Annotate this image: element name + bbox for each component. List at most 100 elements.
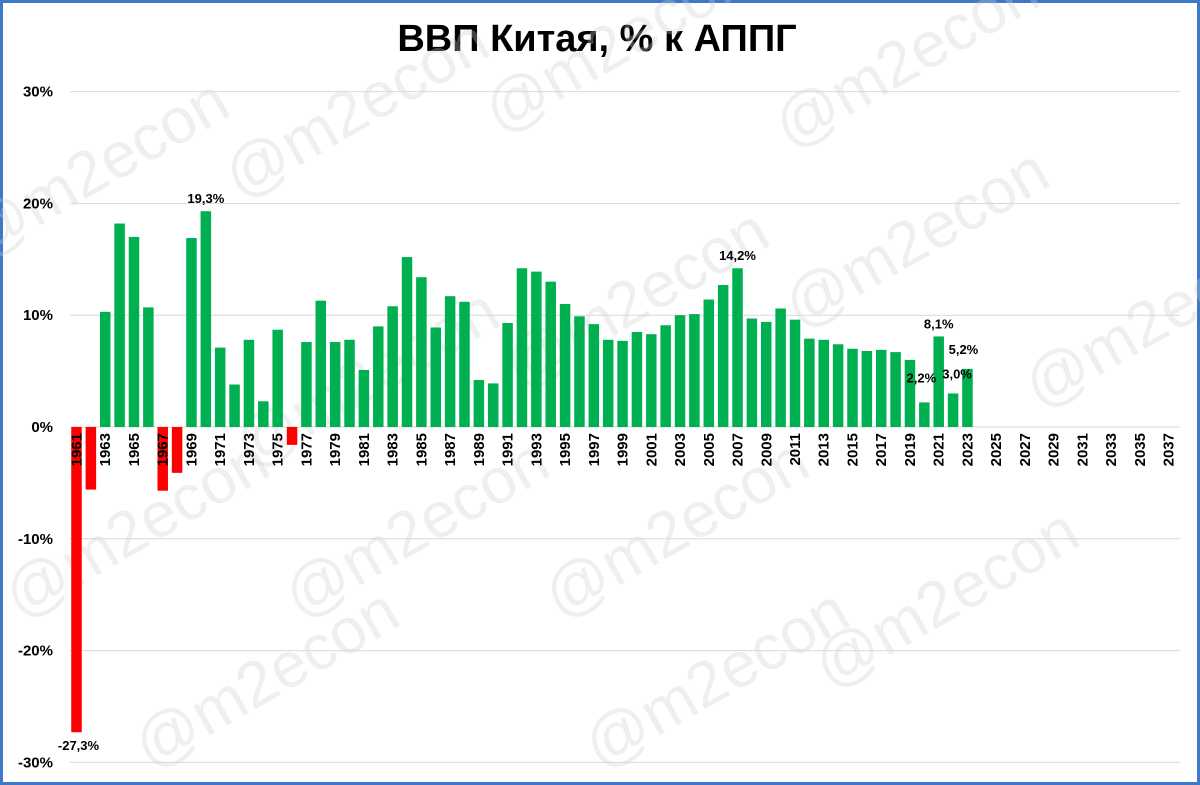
- data-label-2020: 2,2%: [907, 370, 937, 385]
- bar-2009: [761, 321, 772, 427]
- bar-2010: [775, 308, 786, 427]
- bar-1984: [401, 257, 413, 427]
- watermark-text: @m2econ: [1011, 213, 1200, 422]
- bar-1993: [531, 271, 542, 427]
- data-label-1961: -27,3%: [58, 738, 100, 753]
- x-tick-label: 1981: [356, 433, 373, 466]
- x-tick-label: 1999: [615, 433, 632, 466]
- bar-1991: [502, 323, 513, 427]
- x-tick-label: 1973: [241, 433, 258, 466]
- bar-2008: [746, 318, 758, 427]
- bar-2000: [631, 331, 643, 427]
- data-label-2022: 3,0%: [942, 366, 972, 381]
- x-tick-label: 1993: [528, 433, 545, 466]
- data-label-2021: 8,1%: [924, 316, 954, 331]
- watermark-text: @m2econ: [471, 0, 760, 147]
- x-tick-label: 2001: [643, 433, 660, 466]
- bar-1976: [286, 427, 298, 445]
- x-tick-label: 2017: [873, 433, 890, 466]
- watermark-text: @m2econ: [771, 133, 1060, 342]
- bar-2012: [804, 338, 815, 427]
- y-tick-label: -10%: [18, 531, 53, 548]
- bar-2001: [646, 334, 657, 427]
- bar-1999: [617, 340, 628, 427]
- x-tick-label: 1995: [557, 433, 574, 466]
- x-tick-label: 2011: [787, 433, 804, 466]
- y-tick-label: -20%: [18, 643, 53, 660]
- bar-1992: [516, 268, 528, 427]
- x-tick-label: 1971: [212, 433, 229, 466]
- watermark-text: @m2econ: [211, 3, 500, 212]
- bar-2017: [875, 349, 887, 427]
- bar-1977: [301, 342, 312, 427]
- x-tick-label: 1969: [183, 433, 200, 466]
- bar-1986: [430, 327, 441, 427]
- watermark-text: @m2econ: [121, 573, 410, 782]
- bar-2019: [904, 359, 916, 427]
- x-tick-label: 2015: [844, 433, 861, 466]
- x-tick-label: 2007: [730, 433, 747, 466]
- bar-1980: [344, 339, 355, 427]
- bar-1990: [487, 383, 499, 427]
- bar-2018: [890, 352, 901, 427]
- bar-1968: [171, 427, 183, 473]
- x-tick-label: 2019: [902, 433, 919, 466]
- x-tick-label: 1965: [126, 433, 143, 466]
- bar-2021: [933, 336, 944, 427]
- x-tick-label: 2029: [1046, 433, 1063, 466]
- bar-1961: [71, 427, 82, 733]
- bar-1972: [229, 384, 240, 427]
- y-tick-label: 0%: [31, 419, 53, 436]
- watermark-text: @m2econ: [761, 0, 1050, 162]
- chart-title: ВВП Китая, % к АППГ: [397, 18, 797, 60]
- bar-1973: [243, 339, 255, 427]
- bar-1962: [85, 427, 97, 490]
- bar-2020: [919, 402, 930, 427]
- bar-2023: [962, 368, 973, 427]
- y-tick-label: -30%: [18, 754, 53, 771]
- x-tick-label: 1967: [155, 433, 172, 466]
- x-tick-label: 2037: [1161, 433, 1178, 466]
- x-tick-label: 2035: [1132, 433, 1149, 466]
- x-tick-label: 2013: [816, 433, 833, 466]
- bar-2013: [818, 339, 829, 427]
- x-tick-label: 1985: [413, 433, 430, 466]
- x-tick-label: 2005: [701, 433, 718, 466]
- bar-1964: [114, 223, 125, 427]
- bar-1982: [373, 326, 384, 427]
- data-label-2007: 14,2%: [719, 248, 756, 263]
- bar-2015: [847, 348, 858, 427]
- bar-2002: [660, 325, 671, 427]
- bar-2006: [717, 285, 729, 427]
- x-tick-label: 1977: [298, 433, 315, 466]
- x-tick-label: 1983: [385, 433, 402, 466]
- x-tick-label: 2031: [1074, 433, 1091, 466]
- bar-1970: [200, 211, 212, 427]
- x-tick-label: 2003: [672, 433, 689, 466]
- bar-1996: [574, 316, 585, 427]
- bar-1979: [329, 342, 341, 427]
- x-tick-label: 1989: [471, 433, 488, 466]
- bar-1967: [157, 427, 168, 491]
- bar-1974: [258, 401, 269, 427]
- x-tick-label: 1997: [586, 433, 603, 466]
- bar-1995: [559, 304, 571, 427]
- x-tick-label: 1991: [500, 433, 517, 466]
- bar-1985: [416, 277, 427, 427]
- bar-2022: [947, 393, 959, 427]
- x-axis-ticks: 1961 1963 1965 1967 1969 1971 1973 1975 1977 1979…: [69, 433, 1178, 466]
- bar-1965: [128, 236, 140, 427]
- x-tick-label: 2025: [988, 433, 1005, 466]
- bar-2014: [832, 344, 844, 427]
- x-tick-label: 2009: [758, 433, 775, 466]
- bar-1983: [387, 306, 398, 427]
- bar-2007: [732, 268, 743, 427]
- x-tick-label: 1961: [69, 433, 86, 466]
- bar-1978: [315, 300, 327, 427]
- y-axis-ticks: 30% 20% 10% 0% -10% -20% -30%: [18, 84, 53, 772]
- x-tick-label: 2021: [931, 433, 948, 466]
- y-tick-label: 30%: [23, 84, 53, 101]
- bars: [71, 211, 973, 733]
